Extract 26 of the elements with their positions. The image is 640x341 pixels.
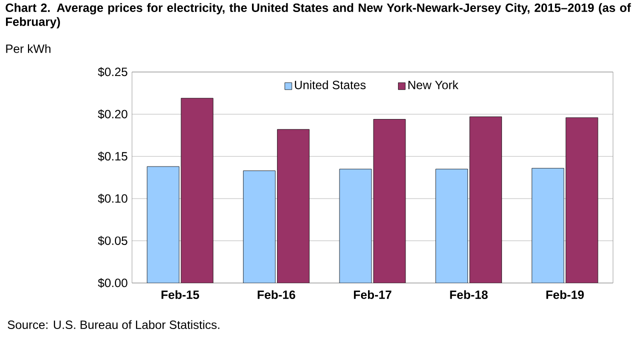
bar xyxy=(436,168,468,283)
bar xyxy=(147,166,180,283)
legend-label: New York xyxy=(408,80,458,90)
bar xyxy=(566,117,598,283)
x-tick-label: Feb-19 xyxy=(546,290,584,300)
bar xyxy=(277,129,310,283)
y-tick-label: $0.05 xyxy=(98,236,128,246)
legend-label: United States xyxy=(294,80,366,90)
x-tick-label: Feb-16 xyxy=(258,290,296,300)
x-tick-label: Feb-15 xyxy=(162,290,200,300)
y-tick-label: $0.25 xyxy=(98,67,128,77)
source-note: Source: U.S. Bureau of Labor Statistics. xyxy=(8,320,220,330)
y-tick-label: $0.20 xyxy=(98,109,128,120)
x-tick-label: Feb-18 xyxy=(450,290,488,300)
chart-title: Chart 2. Average prices for electricity, the United States and New York-Newark-Jersey City, 2015–2019 (as of February) xyxy=(6,3,631,28)
bar xyxy=(470,116,502,283)
bar xyxy=(339,168,372,283)
bar xyxy=(373,119,406,283)
x-tick-label: Feb-17 xyxy=(354,290,392,300)
bar xyxy=(532,168,564,283)
y-axis-title: Per kWh xyxy=(6,44,50,54)
y-tick-label: $0.00 xyxy=(98,278,128,288)
bar xyxy=(181,98,214,283)
bar xyxy=(243,170,276,283)
y-tick-label: $0.10 xyxy=(98,194,128,204)
y-tick-label: $0.15 xyxy=(98,152,128,162)
